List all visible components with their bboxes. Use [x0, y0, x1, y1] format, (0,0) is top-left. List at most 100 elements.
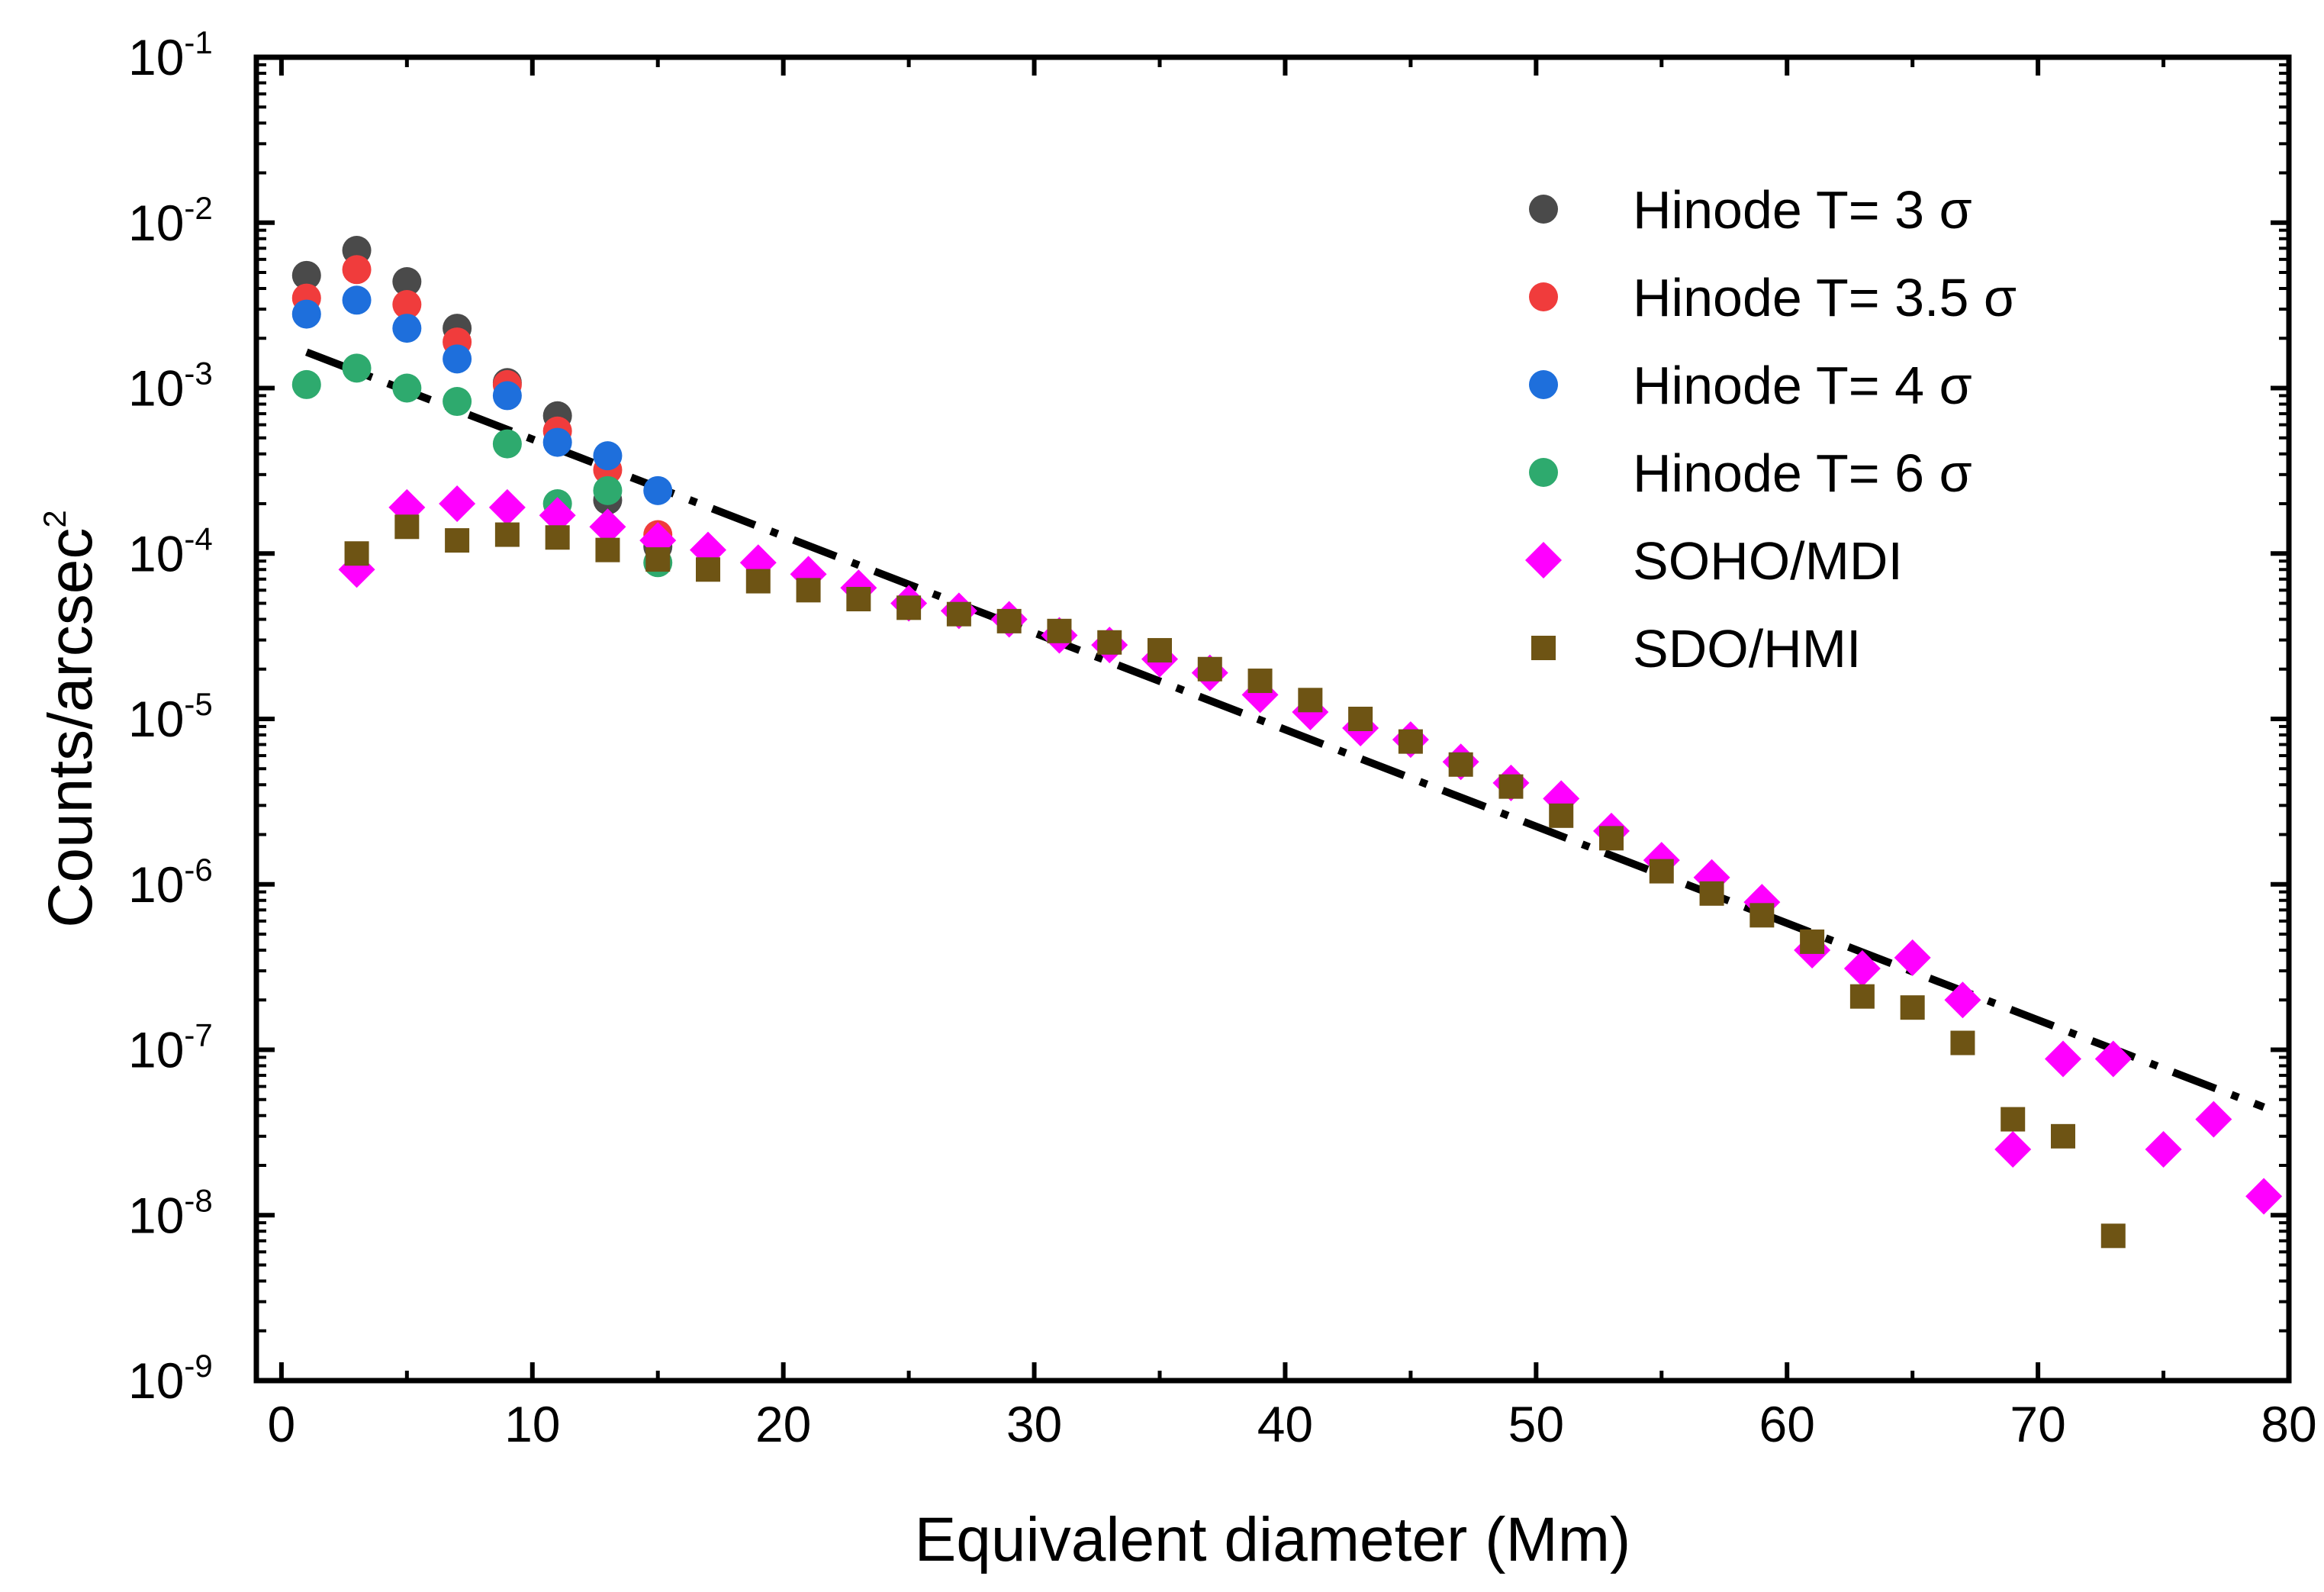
data-point	[488, 488, 526, 526]
legend-marker	[1529, 195, 1558, 224]
data-point	[1247, 669, 1273, 694]
y-tick-exponent: -9	[184, 1348, 212, 1384]
data-point	[595, 537, 620, 562]
data-point	[344, 541, 369, 566]
series-0	[291, 236, 673, 562]
data-point	[796, 578, 821, 603]
x-tick-label: 50	[1508, 1396, 1564, 1452]
data-point	[2145, 1130, 2182, 1168]
data-point	[539, 497, 576, 534]
x-tick-label: 40	[1257, 1396, 1313, 1452]
data-marks	[291, 236, 2283, 1249]
y-tick-label: 10-2	[128, 190, 213, 251]
data-point	[342, 255, 372, 285]
data-point	[492, 429, 522, 459]
data-point	[2195, 1101, 2232, 1138]
data-point	[291, 260, 321, 290]
data-point	[643, 475, 673, 505]
data-point	[696, 557, 720, 582]
y-tick-label: 10-4	[128, 520, 213, 582]
data-point	[745, 569, 771, 594]
data-point	[1197, 656, 1222, 682]
data-point	[593, 475, 623, 505]
legend-label: Hinode T= 4 σ	[1633, 356, 1972, 415]
data-point	[1950, 1030, 1975, 1055]
data-point	[1894, 939, 1931, 976]
x-tick-label: 80	[2261, 1396, 2316, 1452]
data-point	[1549, 803, 1574, 828]
y-tick-base: 10	[128, 691, 184, 747]
data-point	[946, 601, 971, 627]
data-point	[1047, 618, 1072, 643]
fit-line-group	[304, 348, 2265, 1111]
data-point	[1398, 729, 1423, 754]
data-point	[291, 299, 321, 329]
x-tick-label: 30	[1006, 1396, 1062, 1452]
legend-item: Hinode T= 3 σ	[1529, 180, 1972, 240]
data-point	[494, 522, 520, 547]
data-point	[2045, 1040, 2081, 1078]
y-tick-exponent: -1	[184, 24, 212, 60]
data-point	[589, 508, 626, 546]
data-point	[342, 353, 372, 383]
y-axis-title-sup: 2	[37, 510, 72, 527]
data-point	[846, 587, 871, 612]
legend-item: Hinode T= 3.5 σ	[1529, 268, 2017, 327]
y-tick-exponent: -2	[184, 190, 212, 226]
y-tick-labels: 10-910-810-710-610-510-410-310-210-1	[128, 24, 213, 1409]
y-tick-base: 10	[128, 1352, 184, 1409]
data-point	[445, 528, 470, 553]
y-tick-base: 10	[128, 29, 184, 85]
y-axis-title: Counts/arcsec2	[36, 510, 105, 927]
x-tick-labels: 0 10 20 30 40 50 60 70 80	[268, 1396, 2317, 1452]
data-point	[1649, 859, 1674, 884]
data-point	[394, 514, 420, 540]
legend-label: SDO/HMI	[1633, 619, 1861, 678]
data-point	[1097, 630, 1122, 655]
y-tick-label: 10-5	[128, 686, 213, 747]
data-point	[593, 441, 623, 471]
data-point	[1944, 981, 1981, 1019]
y-tick-exponent: -4	[184, 520, 212, 556]
data-point	[1148, 638, 1172, 663]
data-point	[1900, 995, 1925, 1020]
data-point	[2001, 1107, 2026, 1132]
y-tick-label: 10-3	[128, 356, 213, 417]
data-point	[1699, 881, 1724, 906]
data-point	[1849, 984, 1875, 1009]
legend-label: SOHO/MDI	[1633, 531, 1903, 591]
y-tick-base: 10	[128, 856, 184, 913]
y-tick-exponent: -5	[184, 686, 212, 722]
y-tick-label: 10-8	[128, 1182, 213, 1243]
legend-item: SDO/HMI	[1531, 619, 1861, 678]
y-tick-base: 10	[128, 525, 184, 582]
y-tick-exponent: -8	[184, 1182, 212, 1218]
data-point	[443, 344, 472, 374]
data-point	[896, 595, 922, 620]
y-tick-base: 10	[128, 195, 184, 251]
legend-item: Hinode T= 4 σ	[1529, 356, 1972, 415]
data-point	[392, 290, 422, 320]
y-tick-base: 10	[128, 360, 184, 417]
series-5	[344, 514, 2126, 1249]
data-point	[1498, 774, 1524, 799]
data-point	[996, 608, 1022, 633]
data-point	[439, 485, 476, 523]
data-point	[2051, 1123, 2075, 1149]
data-point	[342, 285, 372, 315]
y-tick-label: 10-6	[128, 852, 213, 913]
data-point	[443, 387, 472, 417]
data-point	[1599, 826, 1624, 851]
data-point	[542, 427, 572, 457]
data-point	[645, 547, 671, 572]
y-tick-label: 10-7	[128, 1017, 213, 1078]
x-tick-label: 70	[2010, 1396, 2065, 1452]
legend-marker	[1525, 542, 1562, 578]
data-point	[1800, 929, 1825, 954]
series-2	[291, 285, 673, 505]
data-point	[1348, 707, 1373, 731]
series-4	[338, 485, 2283, 1215]
data-point	[1749, 903, 1775, 928]
legend-item: SOHO/MDI	[1525, 531, 1903, 591]
